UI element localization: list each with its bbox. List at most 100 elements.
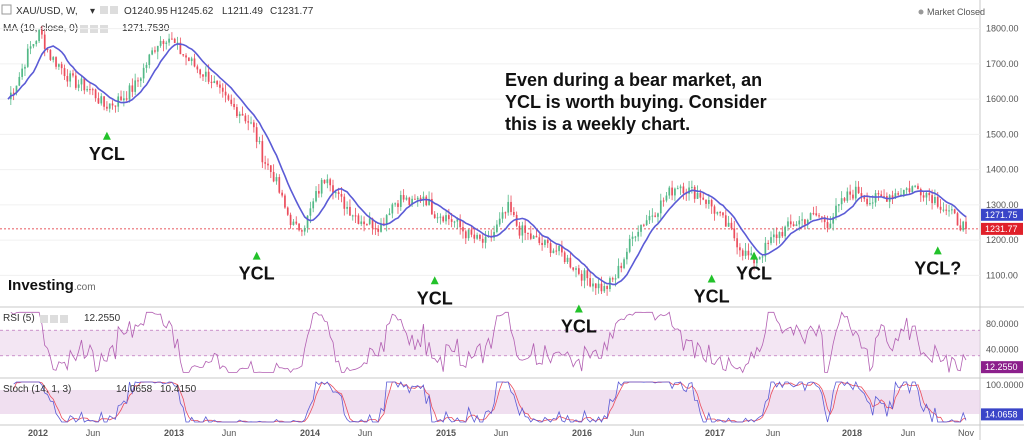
candle-body bbox=[459, 219, 462, 228]
candle-body bbox=[120, 96, 122, 101]
candle bbox=[682, 182, 685, 200]
candle-body bbox=[931, 195, 933, 204]
stoch-indicator-label[interactable]: Stoch (14, 1, 3) bbox=[3, 384, 71, 395]
candle bbox=[114, 105, 117, 113]
candle-body bbox=[818, 215, 820, 217]
candle bbox=[953, 208, 956, 215]
candle-body bbox=[470, 229, 473, 235]
candle-body bbox=[58, 64, 60, 67]
candle-body bbox=[476, 234, 478, 239]
candle bbox=[357, 213, 360, 225]
time-tick-label: 2017 bbox=[705, 428, 725, 438]
candle-body bbox=[38, 29, 40, 42]
candle-body bbox=[354, 215, 357, 217]
candle bbox=[35, 40, 38, 47]
candle bbox=[137, 77, 139, 88]
candle bbox=[832, 212, 835, 231]
candle-body bbox=[80, 78, 83, 85]
candle-body bbox=[334, 192, 337, 194]
candle bbox=[634, 235, 637, 242]
candle-body bbox=[857, 186, 860, 194]
candle-body bbox=[928, 192, 931, 196]
candle-body bbox=[521, 225, 524, 236]
price-tick-label: 1800.00 bbox=[986, 24, 1019, 34]
candle bbox=[518, 222, 521, 239]
candle bbox=[18, 72, 21, 87]
rsi-settings-icon[interactable] bbox=[40, 315, 48, 323]
candle bbox=[747, 243, 750, 260]
stoch-pane: 100.0000 bbox=[0, 380, 1024, 423]
candle-body bbox=[363, 221, 365, 225]
candle bbox=[750, 246, 753, 256]
stoch-header: Stoch (14, 1, 3) 14.0658 10.4150 bbox=[3, 384, 197, 395]
candle-body bbox=[433, 214, 436, 218]
candle bbox=[594, 283, 597, 296]
ycl-marker: YCL bbox=[736, 251, 772, 284]
symbol-label[interactable]: XAU/USD, W, bbox=[16, 6, 78, 17]
rsi-badge: 12.2550 bbox=[981, 361, 1023, 374]
candle bbox=[922, 191, 925, 202]
candle bbox=[758, 256, 761, 260]
candle-body bbox=[15, 85, 18, 93]
rsi-hide-icon[interactable] bbox=[50, 315, 58, 323]
candle bbox=[840, 191, 843, 211]
candle bbox=[278, 174, 281, 194]
candle bbox=[942, 202, 945, 213]
candle-body bbox=[662, 200, 665, 202]
candle-body bbox=[179, 42, 182, 55]
candle bbox=[439, 213, 442, 225]
candle-body bbox=[289, 214, 292, 225]
candle-body bbox=[756, 259, 758, 264]
candle bbox=[168, 33, 170, 46]
close-price-badge-box bbox=[981, 222, 1023, 235]
candle-body bbox=[204, 71, 207, 77]
candle bbox=[592, 278, 594, 292]
candle-body bbox=[456, 219, 459, 222]
symbol-dropdown-icon[interactable]: ▾ bbox=[90, 6, 95, 17]
rsi-indicator-label[interactable]: RSI (5) bbox=[3, 313, 35, 324]
time-tick-label: 2014 bbox=[300, 428, 320, 438]
candle-body bbox=[284, 195, 286, 208]
candle bbox=[238, 111, 241, 124]
candle bbox=[368, 212, 371, 226]
price-tick-label: 1300.00 bbox=[986, 200, 1019, 210]
candle bbox=[707, 194, 710, 209]
candle bbox=[860, 187, 863, 203]
candle bbox=[100, 93, 103, 106]
time-tick-label: 2012 bbox=[28, 428, 48, 438]
rsi-close-icon[interactable] bbox=[60, 315, 68, 323]
candle bbox=[691, 180, 693, 194]
candle bbox=[761, 255, 764, 264]
candle bbox=[317, 183, 320, 198]
candle bbox=[651, 208, 654, 223]
candle bbox=[696, 185, 699, 199]
hide-icon[interactable] bbox=[110, 6, 118, 14]
candle bbox=[626, 248, 628, 265]
collapse-icon[interactable] bbox=[1, 4, 12, 15]
candle-body bbox=[190, 58, 193, 62]
candle bbox=[603, 281, 606, 293]
candle-body bbox=[295, 221, 298, 224]
candle-body bbox=[645, 220, 648, 226]
candle-body bbox=[880, 194, 883, 197]
candle bbox=[849, 184, 851, 201]
time-tick-label: Jun bbox=[901, 428, 916, 438]
ohlc-close: C1231.77 bbox=[270, 6, 314, 17]
candle bbox=[544, 239, 546, 248]
candle-body bbox=[792, 224, 795, 227]
candle-body bbox=[436, 217, 439, 219]
candle-body bbox=[840, 198, 843, 205]
candle bbox=[301, 229, 303, 237]
candle-body bbox=[21, 68, 23, 77]
candle-body bbox=[241, 113, 244, 116]
candle-body bbox=[772, 234, 775, 238]
candle-body bbox=[498, 218, 501, 225]
candle-body bbox=[905, 188, 908, 190]
candle-body bbox=[679, 186, 682, 189]
candle bbox=[552, 248, 555, 254]
candle bbox=[182, 53, 185, 57]
candle bbox=[733, 220, 736, 242]
candle-body bbox=[538, 237, 541, 243]
settings-icon[interactable] bbox=[100, 6, 108, 14]
